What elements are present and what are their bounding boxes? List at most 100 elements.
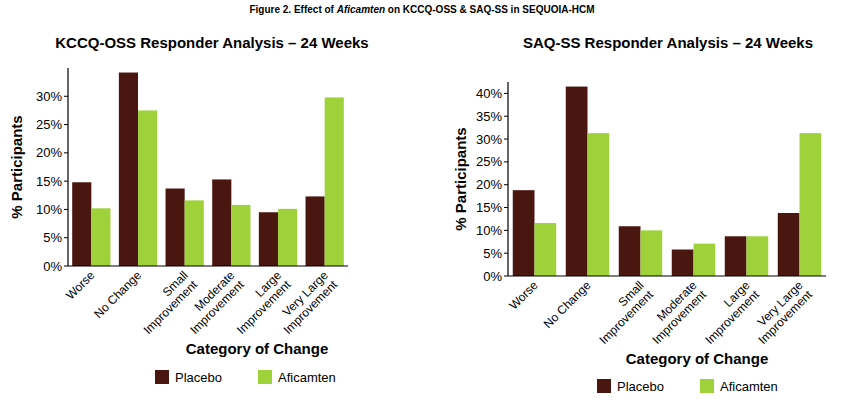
bars — [513, 87, 821, 276]
chart-title: KCCQ-OSS Responder Analysis – 24 Weeks — [55, 34, 368, 51]
bar — [672, 250, 694, 276]
bar — [325, 97, 344, 266]
y-tick — [64, 152, 68, 153]
y-tick — [504, 184, 508, 185]
x-tick-label-line: Improvement — [756, 287, 816, 347]
bar — [725, 236, 747, 276]
bar — [212, 179, 231, 266]
bar — [259, 212, 278, 266]
y-tick — [504, 230, 508, 231]
x-axis-title: Category of Change — [626, 350, 769, 367]
x-axis — [68, 265, 348, 266]
x-tick-label: Very LargeImprovement — [271, 268, 340, 337]
y-tick-label: 25% — [36, 117, 62, 132]
x-tick-label-line: Improvement — [650, 287, 710, 347]
y-tick — [64, 124, 68, 125]
bar — [185, 200, 204, 266]
x-tick-label: Worse — [506, 278, 540, 312]
y-tick-label: 0% — [483, 269, 502, 284]
y-tick-label: 15% — [36, 174, 62, 189]
x-axis-title: Category of Change — [186, 340, 329, 357]
x-tick-label: LargeImprovement — [693, 278, 762, 347]
bar — [306, 196, 325, 266]
y-tick-label: 5% — [483, 246, 502, 261]
chart: KCCQ-OSS Responder Analysis – 24 Weeks 0%… — [8, 34, 369, 385]
x-tick-label-line: Worse — [506, 278, 540, 312]
legend-swatch — [258, 370, 272, 384]
figure: Figure 2. Effect of Aficamten on KCCQ-OS… — [0, 0, 844, 401]
x-axis — [508, 275, 826, 276]
bar — [513, 190, 535, 276]
bar — [619, 226, 641, 276]
y-tick — [504, 253, 508, 254]
y-tick-label: 20% — [36, 145, 62, 160]
x-tick-label-line: Improvement — [703, 287, 763, 347]
y-tick — [504, 139, 508, 140]
y-tick-label: 40% — [476, 86, 502, 101]
y-axis — [67, 68, 68, 266]
x-tick-label-line: Worse — [63, 268, 97, 302]
legend-label: Aficamten — [720, 379, 778, 394]
chart-title: SAQ-SS Responder Analysis – 24 Weeks — [523, 34, 813, 51]
y-tick — [64, 237, 68, 238]
x-tick-label: Worse — [63, 268, 97, 302]
x-tick-label-line: No Change — [541, 278, 594, 331]
y-tick — [504, 116, 508, 117]
y-tick-label: 25% — [476, 154, 502, 169]
x-tick-label: SmallImprovement — [587, 278, 656, 347]
y-tick — [64, 209, 68, 210]
figure-title-part: Figure 2. Effect of — [249, 4, 336, 15]
bars — [72, 73, 344, 266]
legend-swatch — [155, 370, 169, 384]
figure-title-part: Aficamten — [336, 4, 385, 15]
y-axis-title: % Participants — [452, 127, 469, 230]
bar — [138, 110, 157, 266]
bar — [278, 209, 297, 266]
bar — [166, 188, 185, 266]
bar — [119, 73, 138, 266]
figure-title-part: on KCCQ-OSS & SAQ-SS in SEQUOIA-HCM — [385, 4, 594, 15]
legend-swatch — [597, 379, 611, 393]
x-tick-label-line: Improvement — [281, 277, 341, 337]
legend-label: Aficamten — [278, 370, 336, 385]
y-tick-label: 20% — [476, 177, 502, 192]
y-tick — [504, 276, 508, 277]
y-tick — [64, 96, 68, 97]
y-tick-label: 15% — [476, 200, 502, 215]
y-tick — [504, 161, 508, 162]
x-tick-label: No Change — [91, 268, 144, 321]
legend-swatch — [700, 379, 714, 393]
x-tick-label: No Change — [541, 278, 594, 331]
y-tick-label: 0% — [43, 259, 62, 274]
x-tick-label-line: No Change — [91, 268, 144, 321]
y-tick-label: 30% — [36, 89, 62, 104]
bar — [566, 87, 588, 276]
y-tick — [504, 207, 508, 208]
bar — [72, 182, 91, 266]
x-tick-label: ModerateImprovement — [640, 278, 709, 347]
y-tick-label: 30% — [476, 132, 502, 147]
y-tick — [64, 266, 68, 267]
y-tick-label: 35% — [476, 109, 502, 124]
x-tick-label-line: Improvement — [597, 287, 657, 347]
bar — [535, 223, 557, 276]
figure-title: Figure 2. Effect of Aficamten on KCCQ-OS… — [249, 4, 594, 15]
bar — [231, 205, 250, 266]
bar — [747, 236, 769, 276]
y-tick-label: 5% — [43, 230, 62, 245]
legend-label: Placebo — [617, 379, 664, 394]
x-tick-label: Very LargeImprovement — [746, 278, 815, 347]
y-tick-label: 10% — [36, 202, 62, 217]
y-tick — [504, 93, 508, 94]
bar — [91, 208, 110, 266]
bar — [778, 213, 800, 276]
y-tick-label: 10% — [476, 223, 502, 238]
bar — [641, 230, 663, 276]
bar — [694, 244, 716, 276]
bar — [588, 133, 610, 276]
bar — [800, 133, 822, 276]
legend-label: Placebo — [175, 370, 222, 385]
chart: SAQ-SS Responder Analysis – 24 Weeks 0% 5%… — [452, 34, 826, 394]
y-axis — [507, 82, 508, 276]
y-axis-title: % Participants — [8, 115, 25, 218]
